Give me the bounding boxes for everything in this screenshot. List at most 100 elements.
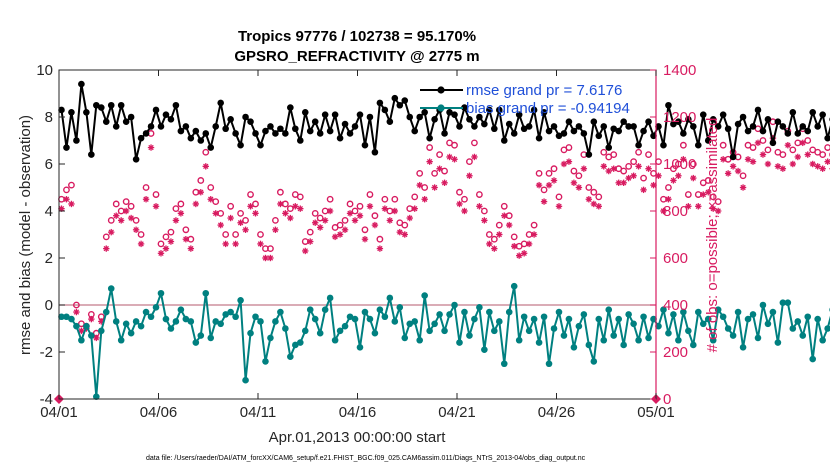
rmse-marker bbox=[565, 118, 573, 125]
possible-marker bbox=[570, 167, 578, 175]
bias-marker bbox=[600, 336, 608, 344]
possible-marker bbox=[207, 184, 215, 191]
bias-marker bbox=[406, 320, 414, 328]
possible-marker bbox=[679, 141, 687, 149]
rmse-marker bbox=[311, 118, 319, 125]
rmse-marker bbox=[376, 99, 384, 107]
bias-marker bbox=[157, 289, 165, 297]
assimilated-marker bbox=[376, 245, 384, 252]
bias-marker bbox=[287, 353, 294, 361]
rmse-marker bbox=[804, 127, 812, 135]
bias-marker bbox=[436, 311, 443, 318]
possible-marker bbox=[824, 144, 830, 151]
assimilated-marker bbox=[282, 210, 289, 217]
assimilated-marker bbox=[132, 226, 140, 233]
assimilated-marker bbox=[665, 196, 672, 203]
assimilated-marker bbox=[361, 236, 369, 243]
rmse-marker bbox=[401, 97, 409, 104]
assimilated-marker-stroke bbox=[307, 238, 313, 245]
rmse-marker bbox=[232, 130, 239, 137]
y-tick-label: -2 bbox=[40, 344, 53, 361]
bias-marker bbox=[540, 313, 548, 321]
bias-marker bbox=[366, 315, 374, 323]
assimilated-marker-stroke bbox=[113, 213, 119, 219]
assimilated-marker bbox=[530, 231, 538, 238]
assimilated-marker-stroke bbox=[690, 175, 697, 181]
assimilated-marker-stroke bbox=[163, 245, 169, 252]
assimilated-marker bbox=[272, 226, 279, 233]
bias-marker bbox=[779, 299, 787, 306]
bias-marker bbox=[560, 332, 568, 339]
bias-marker bbox=[277, 308, 284, 316]
bias-marker bbox=[789, 325, 797, 332]
legend-rmse-label: rmse grand pr = 7.6176 bbox=[466, 82, 622, 99]
rmse-marker bbox=[580, 130, 588, 137]
bias-marker bbox=[73, 322, 80, 330]
rmse-marker bbox=[426, 134, 433, 142]
rmse-marker bbox=[396, 101, 404, 109]
possible-marker bbox=[456, 188, 463, 196]
assimilated-marker-stroke bbox=[615, 180, 622, 186]
rmse-marker bbox=[590, 118, 598, 125]
rmse-marker bbox=[520, 125, 528, 133]
assimilated-marker-stroke bbox=[237, 220, 244, 226]
rmse-marker bbox=[202, 130, 210, 137]
rmse-marker bbox=[152, 106, 160, 114]
assimilated-marker-stroke bbox=[332, 234, 338, 240]
assimilated-marker-stroke bbox=[665, 196, 672, 202]
assimilated-marker-stroke bbox=[501, 213, 507, 219]
possible-marker bbox=[68, 181, 75, 189]
bias-marker bbox=[510, 282, 518, 290]
assimilated-marker bbox=[675, 172, 682, 179]
assimilated-marker-stroke bbox=[650, 182, 657, 188]
assimilated-marker bbox=[331, 233, 339, 241]
assimilated-marker-stroke bbox=[715, 208, 721, 214]
assimilated-marker bbox=[411, 205, 418, 212]
y-tick-right-label: 0 bbox=[663, 391, 671, 408]
rmse-marker bbox=[321, 111, 329, 118]
bias-marker bbox=[202, 289, 210, 297]
obs-count-series bbox=[54, 118, 830, 404]
bias-marker bbox=[615, 315, 622, 323]
possible-marker bbox=[709, 193, 717, 201]
possible-marker bbox=[157, 240, 165, 248]
assimilated-marker bbox=[570, 179, 578, 186]
possible-marker bbox=[202, 148, 210, 156]
bias-marker bbox=[575, 322, 583, 330]
possible-marker bbox=[714, 198, 722, 206]
rmse-marker bbox=[267, 123, 274, 130]
bias-marker bbox=[794, 318, 802, 325]
bias-marker bbox=[640, 313, 647, 321]
rmse-marker bbox=[177, 127, 185, 135]
assimilated-marker-stroke bbox=[481, 217, 488, 224]
bias-marker bbox=[670, 311, 677, 318]
bias-marker bbox=[635, 336, 642, 344]
rmse-marker bbox=[719, 111, 727, 118]
possible-marker bbox=[311, 209, 319, 217]
assimilated-marker-stroke bbox=[730, 163, 736, 170]
assimilated-marker-stroke bbox=[412, 205, 418, 212]
assimilated-marker-stroke bbox=[103, 245, 109, 252]
rmse-marker bbox=[530, 106, 538, 114]
assimilated-marker bbox=[436, 165, 443, 172]
assimilated-marker bbox=[615, 179, 622, 186]
rmse-marker bbox=[341, 120, 349, 128]
rmse-marker bbox=[381, 106, 389, 114]
rmse-marker bbox=[142, 130, 150, 137]
rmse-marker bbox=[680, 130, 687, 137]
x-tick-label: 04/26 bbox=[538, 404, 576, 421]
bias-marker bbox=[441, 327, 448, 335]
assimilated-marker bbox=[252, 210, 259, 217]
rmse-marker bbox=[714, 123, 722, 130]
assimilated-marker-stroke bbox=[441, 180, 448, 186]
bias-marker bbox=[187, 318, 195, 325]
assimilated-marker bbox=[710, 205, 717, 212]
assimilated-marker bbox=[515, 252, 523, 259]
assimilated-marker bbox=[700, 191, 707, 198]
rmse-marker bbox=[431, 116, 438, 123]
assimilated-marker bbox=[535, 181, 543, 189]
assimilated-marker bbox=[809, 160, 816, 168]
assimilated-marker bbox=[680, 156, 687, 163]
bias-marker bbox=[466, 332, 473, 339]
bias-marker bbox=[704, 315, 712, 323]
